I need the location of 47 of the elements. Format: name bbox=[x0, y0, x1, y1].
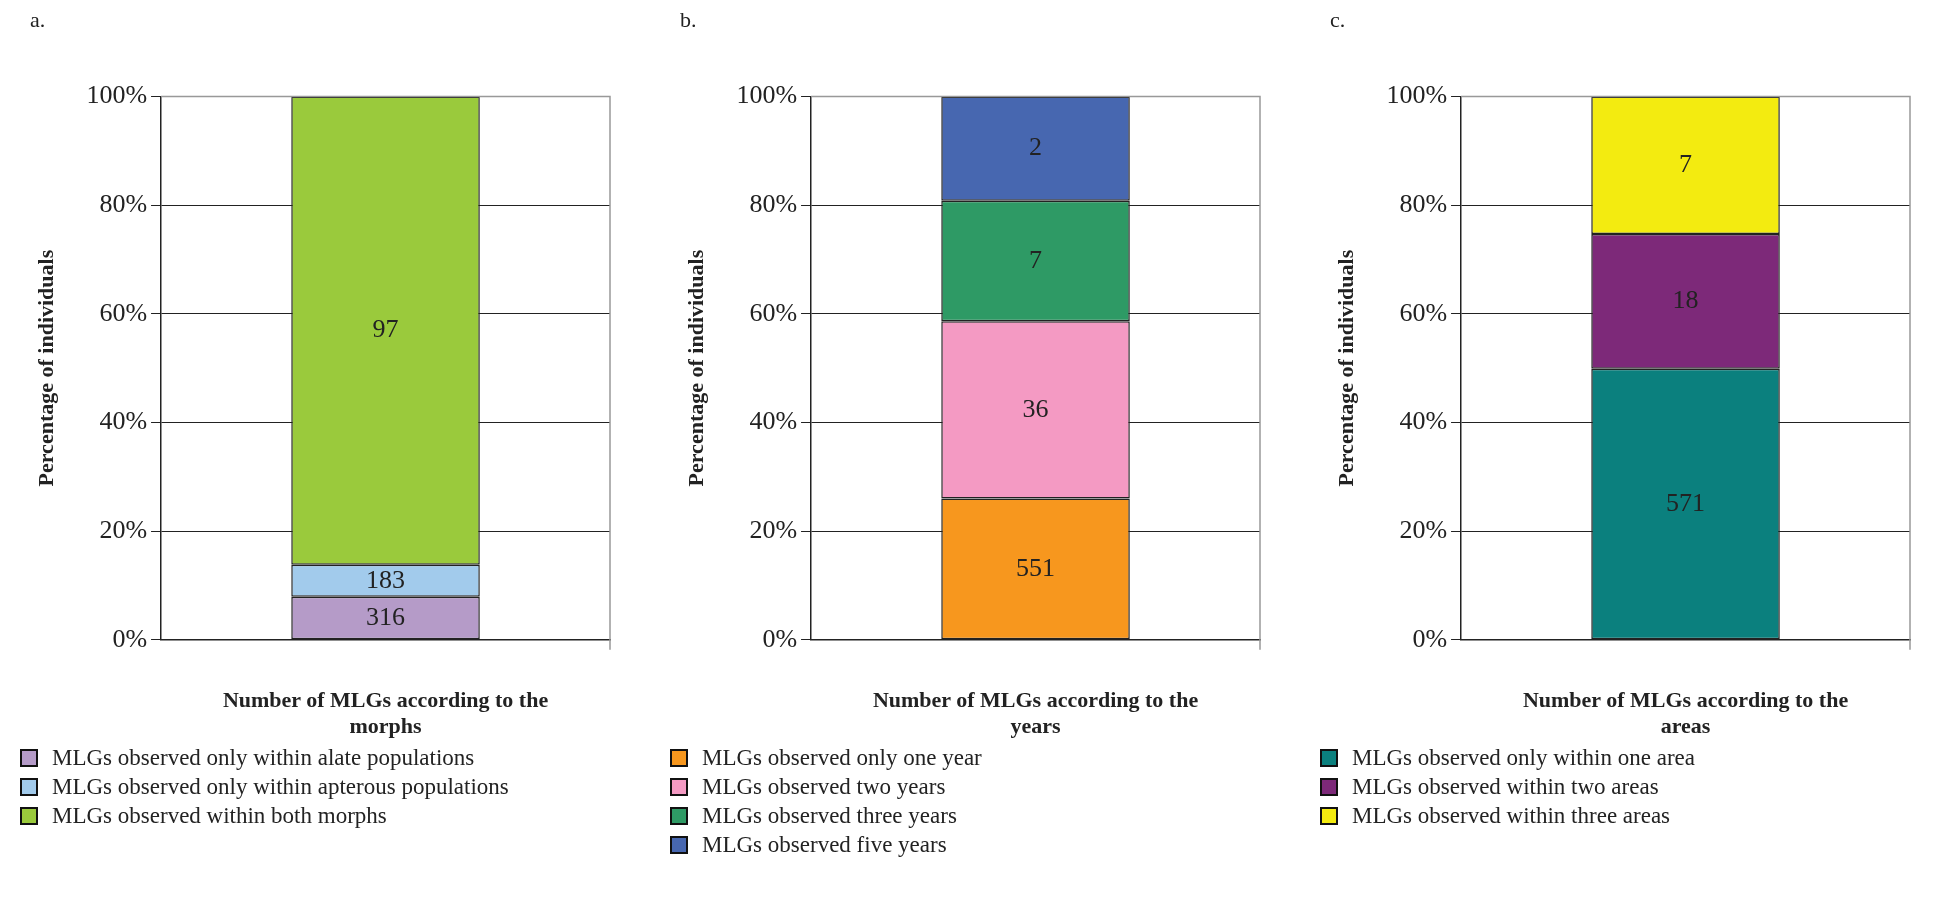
annotation: 36 bbox=[1022, 393, 1049, 423]
y-tick-label: 100% bbox=[86, 80, 148, 110]
y-tick-label: 100% bbox=[1386, 80, 1448, 110]
chart-title: a. bbox=[30, 6, 46, 32]
y-tick-label: 80% bbox=[749, 188, 798, 218]
y-tick-label: 20% bbox=[99, 514, 148, 544]
y-tick-label: 0% bbox=[112, 623, 148, 653]
annotation: 571 bbox=[1666, 487, 1706, 517]
y-tick-label: 80% bbox=[99, 188, 148, 218]
y-axis-title: Percentage of individuals bbox=[32, 249, 58, 487]
y-tick-label: 0% bbox=[1412, 623, 1448, 653]
annotation: 2 bbox=[1029, 132, 1043, 162]
annotation: 551 bbox=[1016, 552, 1056, 582]
y-tick-label: 40% bbox=[99, 406, 148, 436]
x-axis-title: Number of MLGs according to the areas bbox=[1522, 687, 1849, 739]
annotation: 183 bbox=[366, 564, 406, 594]
annotation: 18 bbox=[1672, 285, 1699, 315]
legend-label: MLGs observed three years bbox=[702, 803, 957, 829]
chart-title: c. bbox=[1330, 6, 1346, 32]
y-tick-label: 60% bbox=[99, 297, 148, 327]
legend-label: MLGs observed two years bbox=[702, 774, 946, 800]
annotation: 316 bbox=[366, 601, 406, 631]
y-tick-label: 20% bbox=[1399, 514, 1448, 544]
legend-label: MLGs observed only within alate populations bbox=[52, 745, 475, 771]
y-tick-label: 60% bbox=[749, 297, 798, 327]
x-axis-title: Number of MLGs according to the years bbox=[872, 687, 1199, 739]
legend-label: MLGs observed within two areas bbox=[1352, 774, 1659, 800]
legend-label: MLGs observed within three areas bbox=[1352, 803, 1671, 829]
y-axis-title: Percentage of individuals bbox=[682, 249, 708, 487]
legend-label: MLGs observed only within apterous populations bbox=[52, 774, 509, 800]
legend-label: MLGs observed within both morphs bbox=[52, 803, 387, 829]
legend-label: MLGs observed only one year bbox=[702, 745, 982, 771]
annotation: 7 bbox=[1029, 244, 1043, 274]
y-tick-label: 0% bbox=[762, 623, 798, 653]
y-tick-label: 40% bbox=[749, 406, 798, 436]
y-axis-title: Percentage of individuals bbox=[1332, 249, 1358, 487]
y-tick-label: 100% bbox=[736, 80, 798, 110]
y-tick-label: 80% bbox=[1399, 188, 1448, 218]
annotation: 7 bbox=[1679, 148, 1693, 178]
legend-label: MLGs observed only within one area bbox=[1352, 745, 1696, 771]
annotation: 97 bbox=[372, 314, 399, 344]
x-axis-title: Number of MLGs according to the morphs bbox=[222, 687, 549, 739]
y-tick-label: 60% bbox=[1399, 297, 1448, 327]
legend-label: MLGs observed five years bbox=[702, 832, 947, 858]
chart-title: b. bbox=[680, 6, 697, 32]
y-tick-label: 40% bbox=[1399, 406, 1448, 436]
y-tick-label: 20% bbox=[749, 514, 798, 544]
